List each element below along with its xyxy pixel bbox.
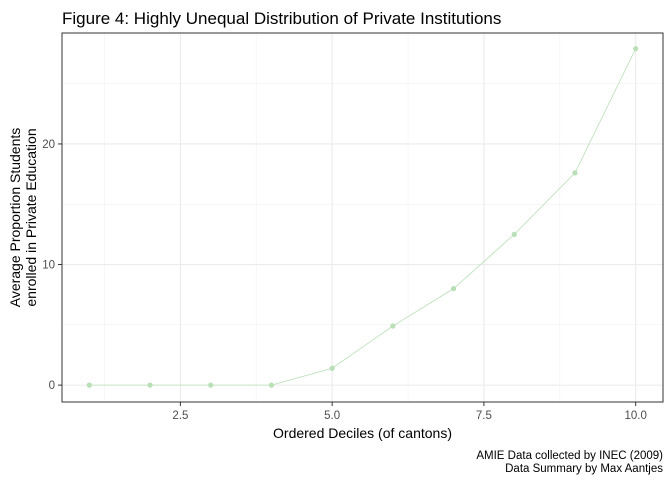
y-tick-label: 20 [42,139,55,151]
data-point [268,382,275,388]
x-tick-label: 7.5 [476,410,492,422]
series-layer [86,46,639,388]
data-point [86,382,92,388]
x-axis-label: Ordered Deciles (of cantons) [273,425,452,441]
y-axis-label-line1: Average Proportion Students [7,128,23,308]
y-axis-label-line2: enrolled in Private Education [23,128,39,306]
data-point [572,170,578,176]
major-gridlines [62,33,663,402]
caption-line1: AMIE Data collected by INEC (2009) [476,450,663,462]
plot-border [61,32,664,403]
plot-panel [61,32,664,403]
x-tick-label: 10.0 [624,410,646,422]
x-tick-label: 5.0 [324,410,340,422]
data-point [633,46,639,52]
x-tick-label: 2.5 [172,410,188,422]
chart-title: Figure 4: Highly Unequal Distribution of… [62,9,501,28]
data-point [329,365,335,371]
data-point [450,286,457,292]
y-tick-label: 10 [42,260,55,272]
x-axis: 2.5 5.0 7.5 10.0 [172,402,647,422]
data-point [208,382,214,388]
minor-gridlines [62,33,663,402]
data-point [390,323,396,329]
data-point [147,382,153,388]
series-line [89,48,637,386]
y-axis-label: Average Proportion Students enrolled in … [7,128,39,308]
caption-line2: Data Summary by Max Aantjes [505,463,663,475]
y-axis: 0 10 20 [42,139,62,392]
data-point [511,231,517,237]
y-tick-label: 0 [49,380,55,392]
